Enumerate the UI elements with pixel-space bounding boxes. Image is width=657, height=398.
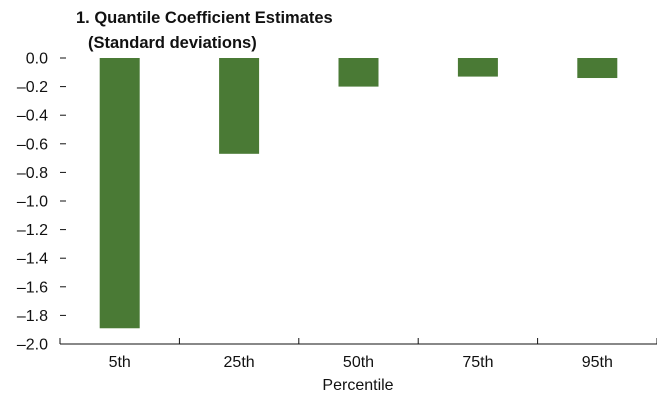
y-tick-label: –1.4 bbox=[17, 251, 48, 268]
y-tick-label: –0.6 bbox=[17, 136, 48, 153]
x-tick-label: 5th bbox=[109, 354, 131, 371]
y-tick-label: –1.6 bbox=[17, 279, 48, 296]
y-tick-label: –0.2 bbox=[17, 79, 48, 96]
y-tick-label: –0.8 bbox=[17, 165, 48, 182]
bars-group bbox=[99, 58, 618, 329]
y-tick-label: –1.2 bbox=[17, 222, 48, 239]
bar-25th bbox=[219, 58, 260, 154]
bar-95th bbox=[577, 58, 618, 79]
x-tick-label: 25th bbox=[224, 354, 255, 371]
x-tick-label: 95th bbox=[582, 354, 613, 371]
x-axis-title: Percentile bbox=[322, 377, 393, 394]
y-tick-label: –1.0 bbox=[17, 194, 48, 211]
y-tick-label: –1.8 bbox=[17, 308, 48, 325]
y-tick-label: 0.0 bbox=[26, 51, 48, 68]
y-tick-label: –0.4 bbox=[17, 108, 48, 125]
chart-title: 1. Quantile Coefficient Estimates bbox=[76, 9, 333, 27]
x-axis: 5th 25th 50th 75th 95th bbox=[59, 338, 657, 371]
x-tick-label: 75th bbox=[462, 354, 493, 371]
bar-5th bbox=[99, 58, 140, 329]
bar-75th bbox=[457, 58, 498, 77]
bar-50th bbox=[338, 58, 379, 87]
y-tick-label: –2.0 bbox=[17, 337, 48, 354]
y-axis: 0.0 –0.2 –0.4 –0.6 –0.8 –1.0 –1.2 –1.4 –1.6 –1.8 –… bbox=[17, 51, 66, 354]
chart-subtitle: (Standard deviations) bbox=[88, 34, 257, 52]
x-tick-label: 50th bbox=[343, 354, 374, 371]
